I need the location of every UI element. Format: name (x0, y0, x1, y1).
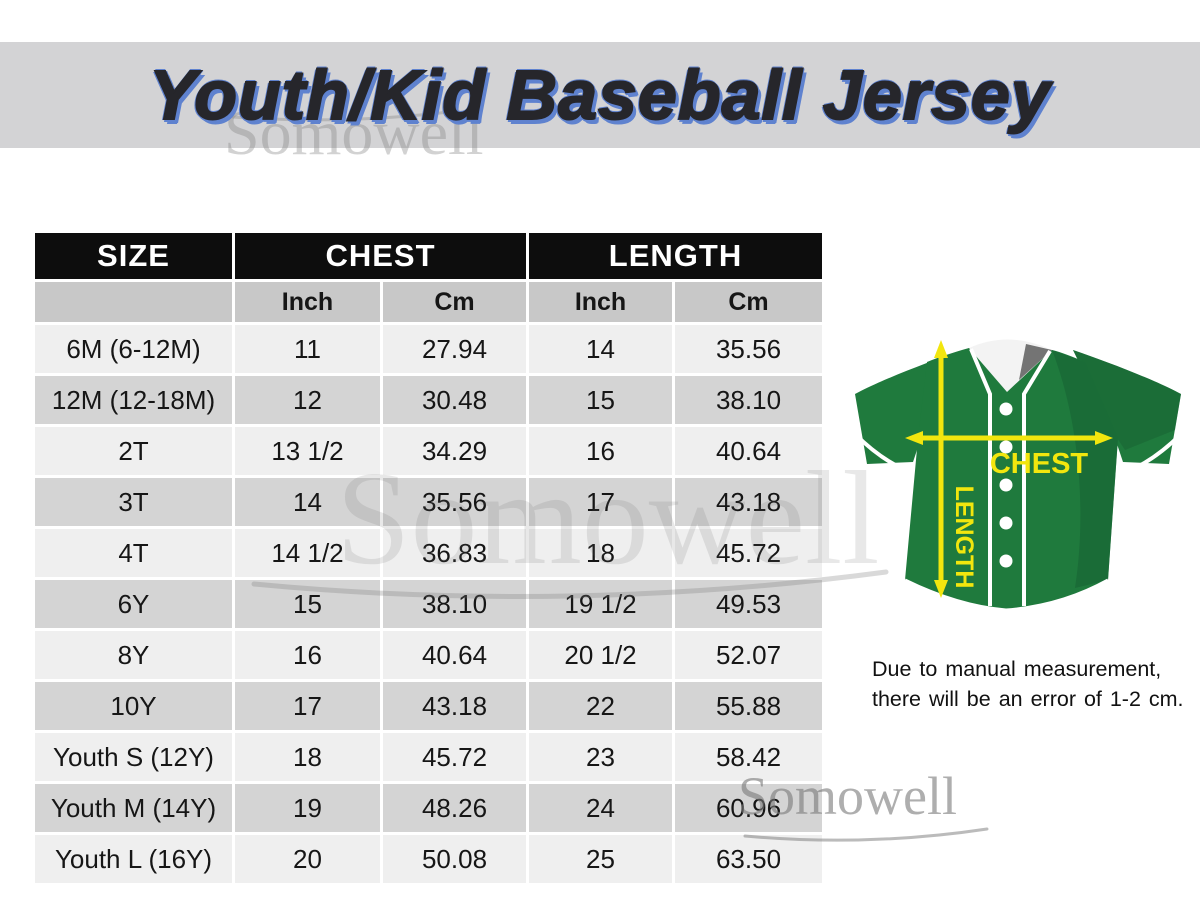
cell-chest-cm: 45.72 (379, 730, 530, 784)
cell-length-inch: 25 (526, 832, 676, 886)
chest-measure-label: CHEST (990, 448, 1089, 480)
cell-chest-cm: 50.08 (379, 832, 530, 886)
table-row: 12M (12-18M) 12 30.48 15 38.10 (32, 373, 826, 427)
cell-length-inch: 22 (526, 679, 676, 733)
subheader-chest-cm: Cm (379, 279, 530, 325)
cell-length-cm: 60.96 (672, 781, 826, 835)
table-row: Youth L (16Y) 20 50.08 25 63.50 (32, 832, 826, 886)
cell-size: 10Y (32, 679, 235, 733)
table-row: 3T 14 35.56 17 43.18 (32, 475, 826, 529)
table-subheader-row: Inch Cm Inch Cm (32, 279, 826, 325)
cell-length-cm: 35.56 (672, 322, 826, 376)
cell-size: Youth S (12Y) (32, 730, 235, 784)
cell-length-cm: 45.72 (672, 526, 826, 580)
cell-length-cm: 49.53 (672, 577, 826, 631)
cell-length-cm: 43.18 (672, 475, 826, 529)
table-row: 8Y 16 40.64 20 1/2 52.07 (32, 628, 826, 682)
table-row: 10Y 17 43.18 22 55.88 (32, 679, 826, 733)
cell-size: 6M (6-12M) (32, 322, 235, 376)
jersey-collar-shadow (1019, 344, 1052, 380)
table-header-row: SIZE CHEST LENGTH (32, 230, 826, 282)
subheader-length-inch: Inch (526, 279, 676, 325)
jersey-illustration: CHEST LENGTH (853, 339, 1183, 612)
cell-length-inch: 20 1/2 (526, 628, 676, 682)
table-row: 6M (6-12M) 11 27.94 14 35.56 (32, 322, 826, 376)
cell-chest-inch: 14 1/2 (232, 526, 383, 580)
table-row: 6Y 15 38.10 19 1/2 49.53 (32, 577, 826, 631)
subheader-blank (32, 279, 235, 325)
subheader-chest-inch: Inch (232, 279, 383, 325)
cell-chest-inch: 17 (232, 679, 383, 733)
cell-chest-cm: 40.64 (379, 628, 530, 682)
cell-length-inch: 16 (526, 424, 676, 478)
cell-length-inch: 24 (526, 781, 676, 835)
cell-chest-inch: 13 1/2 (232, 424, 383, 478)
cell-length-inch: 19 1/2 (526, 577, 676, 631)
col-header-chest: CHEST (231, 230, 530, 282)
table-row: Youth M (14Y) 19 48.26 24 60.96 (32, 781, 826, 835)
cell-length-cm: 38.10 (672, 373, 826, 427)
cell-chest-inch: 15 (232, 577, 383, 631)
cell-size: 4T (32, 526, 235, 580)
table-row: Youth S (12Y) 18 45.72 23 58.42 (32, 730, 826, 784)
cell-chest-inch: 11 (232, 322, 383, 376)
cell-chest-inch: 12 (232, 373, 383, 427)
cell-chest-cm: 35.56 (379, 475, 530, 529)
cell-chest-inch: 14 (232, 475, 383, 529)
cell-length-inch: 15 (526, 373, 676, 427)
cell-length-cm: 52.07 (672, 628, 826, 682)
jersey-buttons (999, 402, 1013, 568)
cell-size: 8Y (32, 628, 235, 682)
cell-length-cm: 55.88 (672, 679, 826, 733)
cell-length-inch: 17 (526, 475, 676, 529)
cell-length-cm: 40.64 (672, 424, 826, 478)
cell-length-inch: 14 (526, 322, 676, 376)
cell-size: Youth L (16Y) (32, 832, 235, 886)
cell-chest-cm: 36.83 (379, 526, 530, 580)
cell-chest-cm: 43.18 (379, 679, 530, 733)
cell-chest-inch: 16 (232, 628, 383, 682)
note-line-1: Due to manual measurement, (872, 657, 1162, 681)
cell-length-cm: 58.42 (672, 730, 826, 784)
jersey-torso-shading (1052, 350, 1118, 588)
cell-chest-cm: 27.94 (379, 322, 530, 376)
size-table: SIZE CHEST LENGTH Inch Cm Inch Cm 6M (6-… (32, 230, 826, 886)
cell-length-inch: 23 (526, 730, 676, 784)
cell-length-inch: 18 (526, 526, 676, 580)
measurement-note: Due to manual measurement, there will be… (872, 654, 1192, 714)
col-header-size: SIZE (32, 230, 235, 282)
col-header-length: LENGTH (526, 230, 826, 282)
length-arrow (934, 340, 948, 598)
cell-size: 2T (32, 424, 235, 478)
jersey-hem-trim (904, 578, 1109, 612)
cell-chest-cm: 48.26 (379, 781, 530, 835)
cell-chest-cm: 30.48 (379, 373, 530, 427)
cell-size: Youth M (14Y) (32, 781, 235, 835)
page-title: Youth/Kid Baseball Jersey (148, 55, 1051, 135)
chest-arrow (905, 431, 1113, 445)
cell-chest-cm: 34.29 (379, 424, 530, 478)
cell-chest-inch: 18 (232, 730, 383, 784)
jersey-placket-piping (969, 348, 1052, 606)
cell-length-cm: 63.50 (672, 832, 826, 886)
subheader-length-cm: Cm (672, 279, 826, 325)
title-banner: Somowell Youth/Kid Baseball Jersey (0, 42, 1200, 165)
cell-chest-inch: 19 (232, 781, 383, 835)
cell-chest-inch: 20 (232, 832, 383, 886)
cell-size: 12M (12-18M) (32, 373, 235, 427)
cell-chest-cm: 38.10 (379, 577, 530, 631)
table-row: 4T 14 1/2 36.83 18 45.72 (32, 526, 826, 580)
jersey-torso (905, 348, 1118, 610)
cell-size: 3T (32, 475, 235, 529)
cell-size: 6Y (32, 577, 235, 631)
length-measure-label: LENGTH (950, 486, 978, 589)
note-line-2: there will be an error of 1-2 cm. (872, 687, 1184, 711)
table-row: 2T 13 1/2 34.29 16 40.64 (32, 424, 826, 478)
